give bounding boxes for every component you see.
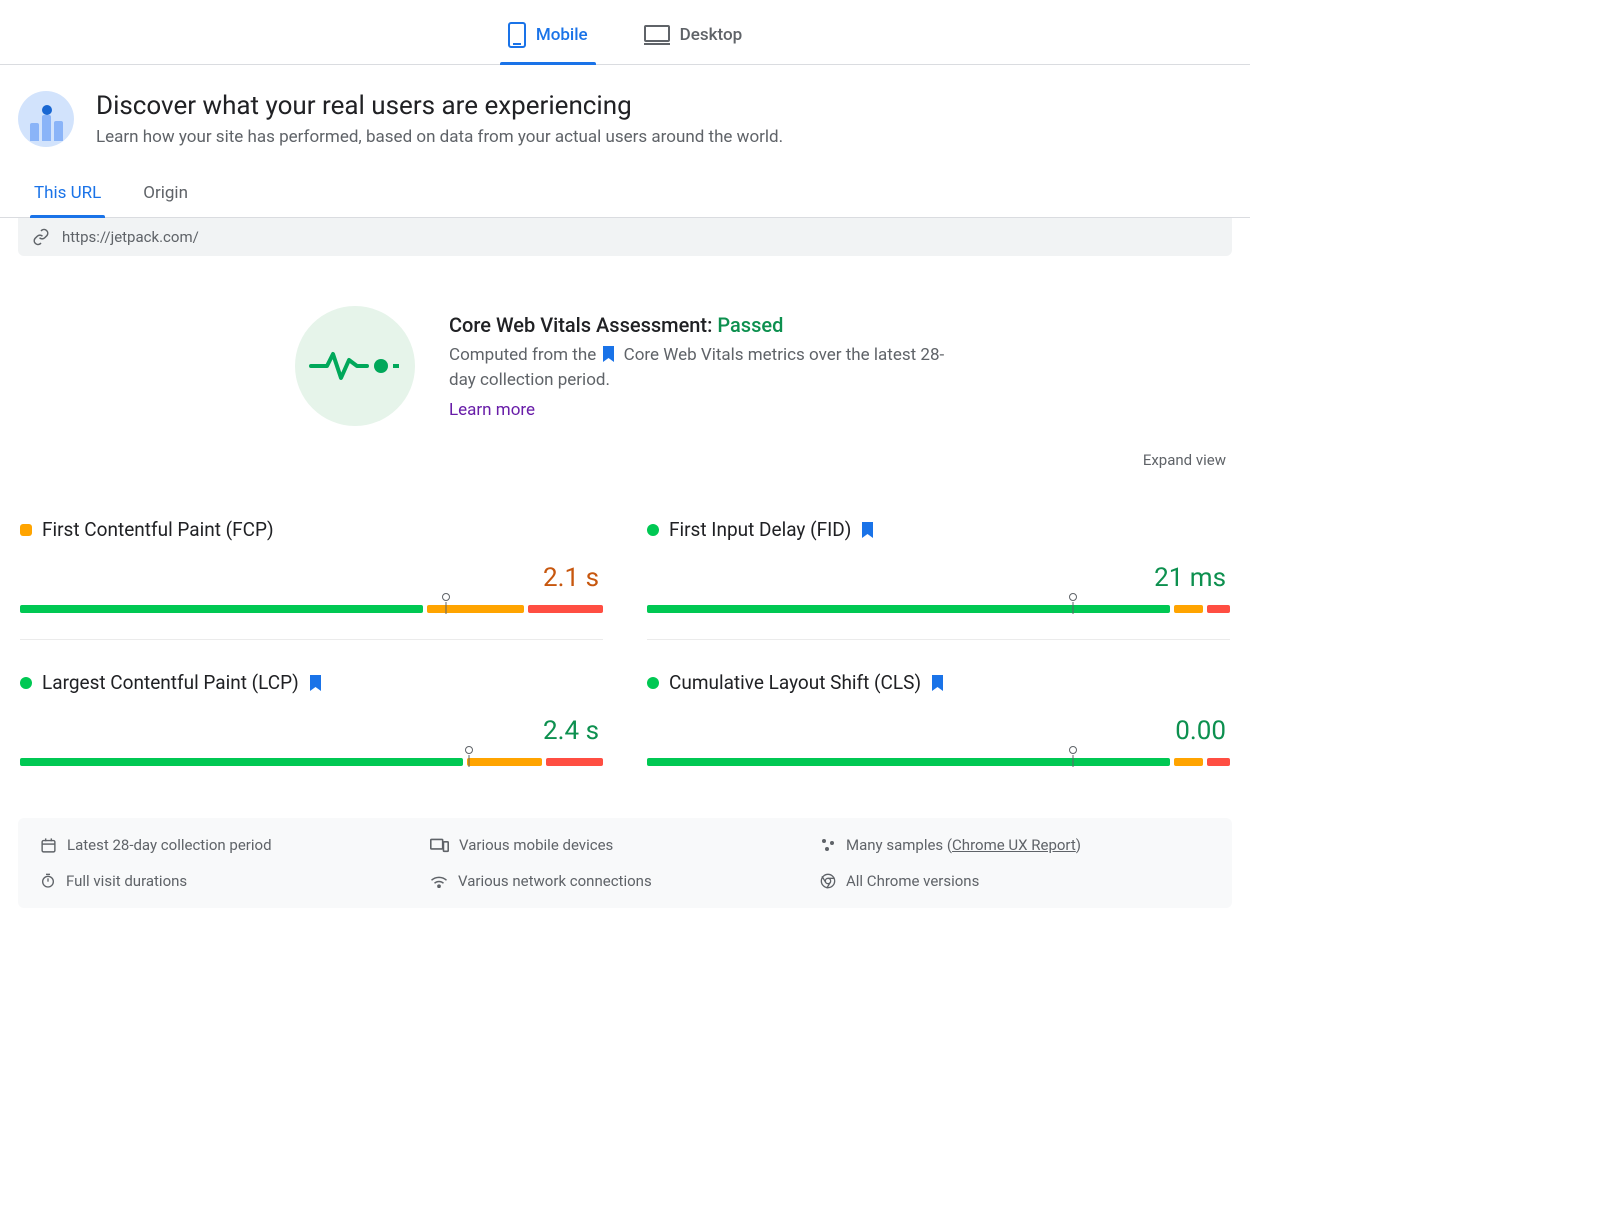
bookmark-icon <box>861 522 874 538</box>
mobile-icon <box>508 22 526 48</box>
url-text: https://jetpack.com/ <box>62 228 199 246</box>
metric-fcp: First Contentful Paint (FCP) 2.1 s <box>20 487 603 640</box>
assessment-status: Passed <box>717 313 783 337</box>
tab-mobile-label: Mobile <box>536 25 588 45</box>
tab-origin-label: Origin <box>143 183 188 203</box>
meta-devices: Various mobile devices <box>430 836 820 854</box>
footer-meta: Latest 28-day collection period Various … <box>18 818 1232 908</box>
meta-period: Latest 28-day collection period <box>40 836 430 854</box>
assessment-desc: Computed from the Core Web Vitals metric… <box>449 343 955 394</box>
metric-distribution-bar <box>20 750 603 772</box>
tab-origin[interactable]: Origin <box>139 173 192 217</box>
header-block: Discover what your real users are experi… <box>0 65 1250 155</box>
metric-value: 2.1 s <box>20 563 603 593</box>
metric-label: First Contentful Paint (FCP) <box>42 518 274 541</box>
meta-durations-label: Full visit durations <box>66 872 187 890</box>
desktop-icon <box>644 25 670 45</box>
assessment-title: Core Web Vitals Assessment: Passed <box>449 313 955 337</box>
chrome-icon <box>820 873 836 889</box>
chrome-ux-report-link[interactable]: Chrome UX Report <box>952 836 1076 854</box>
assessment-panel: Core Web Vitals Assessment: Passed Compu… <box>295 306 955 426</box>
meta-samples-prefix: Many samples ( <box>846 836 952 854</box>
header-illustration-icon <box>18 91 74 147</box>
tab-this-url-label: This URL <box>34 183 101 203</box>
status-indicator <box>647 524 659 536</box>
vitals-pulse-icon <box>295 306 415 426</box>
page-subtitle: Learn how your site has performed, based… <box>96 127 783 147</box>
meta-durations: Full visit durations <box>40 872 430 890</box>
metric-distribution-bar <box>20 597 603 619</box>
assessment-desc-before: Computed from the <box>449 345 596 365</box>
link-icon <box>32 228 50 246</box>
meta-devices-label: Various mobile devices <box>459 836 613 854</box>
devices-icon <box>430 837 449 853</box>
timer-icon <box>40 873 56 889</box>
percentile-marker <box>442 593 450 601</box>
metric-label: Cumulative Layout Shift (CLS) <box>669 671 921 694</box>
page-title: Discover what your real users are experi… <box>96 91 783 121</box>
meta-samples-suffix: ) <box>1076 836 1081 854</box>
meta-versions-label: All Chrome versions <box>846 872 979 890</box>
percentile-marker <box>1069 593 1077 601</box>
bookmark-icon <box>931 675 944 691</box>
metric-cls: Cumulative Layout Shift (CLS) 0.00 <box>647 640 1230 792</box>
expand-view-button[interactable]: Expand view <box>1143 451 1226 469</box>
status-indicator <box>20 677 32 689</box>
metric-distribution-bar <box>647 750 1230 772</box>
metric-label: First Input Delay (FID) <box>669 518 851 541</box>
network-icon <box>430 874 448 888</box>
device-tabs: Mobile Desktop <box>0 0 1250 65</box>
metric-distribution-bar <box>647 597 1230 619</box>
metric-lcp: Largest Contentful Paint (LCP) 2.4 s <box>20 640 603 792</box>
status-indicator <box>20 524 32 536</box>
meta-versions: All Chrome versions <box>820 872 1210 890</box>
percentile-marker <box>1069 746 1077 754</box>
meta-samples: Many samples (Chrome UX Report) <box>820 836 1210 854</box>
metric-value: 0.00 <box>647 716 1230 746</box>
learn-more-link[interactable]: Learn more <box>449 400 535 420</box>
metrics-grid: First Contentful Paint (FCP) 2.1 sFirst … <box>0 487 1250 792</box>
meta-connections: Various network connections <box>430 872 820 890</box>
tab-mobile[interactable]: Mobile <box>500 8 596 64</box>
tab-desktop-label: Desktop <box>680 25 742 45</box>
tab-this-url[interactable]: This URL <box>30 173 105 217</box>
status-indicator <box>647 677 659 689</box>
scope-tabs: This URL Origin <box>0 155 1250 218</box>
meta-period-label: Latest 28-day collection period <box>67 836 272 854</box>
metric-value: 2.4 s <box>20 716 603 746</box>
url-bar: https://jetpack.com/ <box>18 218 1232 256</box>
tab-desktop[interactable]: Desktop <box>636 8 750 64</box>
scatter-icon <box>820 837 836 853</box>
metric-fid: First Input Delay (FID) 21 ms <box>647 487 1230 640</box>
bookmark-icon <box>602 346 615 362</box>
assessment-prefix: Core Web Vitals Assessment: <box>449 313 717 337</box>
metric-label: Largest Contentful Paint (LCP) <box>42 671 299 694</box>
bookmark-icon <box>309 675 322 691</box>
meta-connections-label: Various network connections <box>458 872 652 890</box>
metric-value: 21 ms <box>647 563 1230 593</box>
percentile-marker <box>465 746 473 754</box>
calendar-icon <box>40 837 57 854</box>
